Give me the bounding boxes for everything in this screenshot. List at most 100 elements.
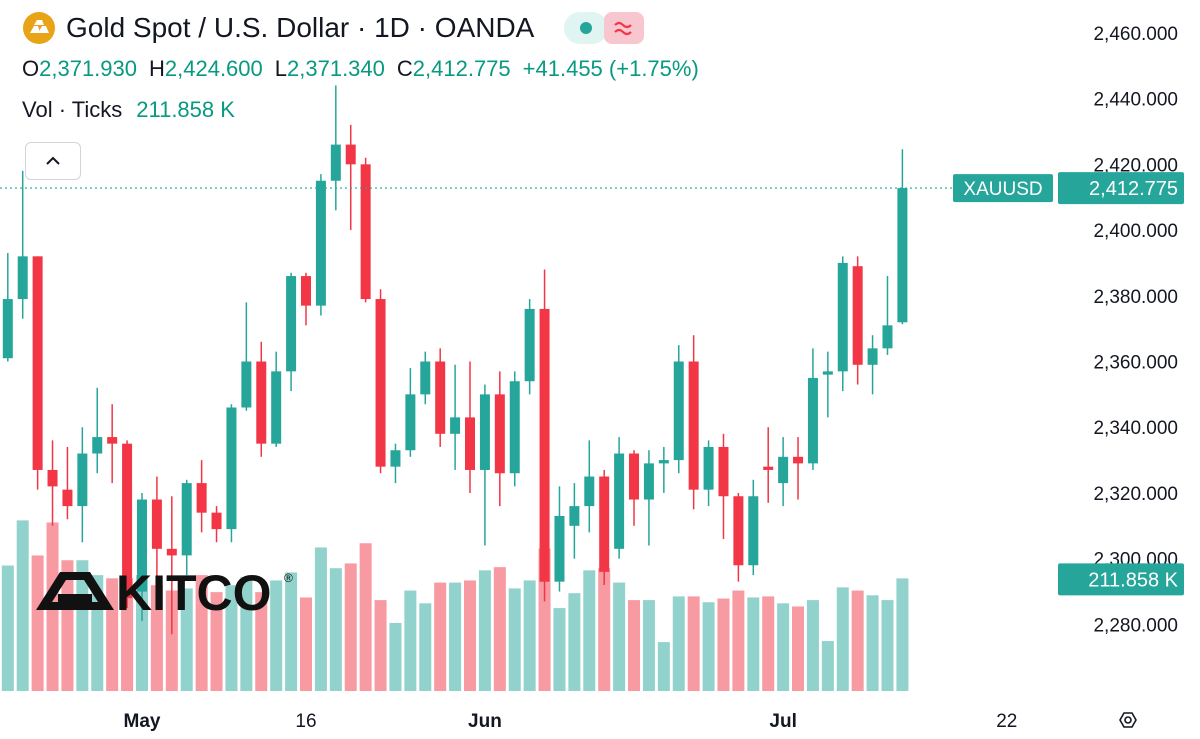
title-row: Gold Spot / U.S. Dollar · 1D · OANDA [22,10,646,46]
y-tick-label: 2,340.000 [1093,418,1178,439]
candle-body [733,496,744,566]
logo-bar [58,594,92,602]
badge-pills[interactable] [564,10,646,46]
candle-body [315,180,326,306]
volume-bar [762,596,775,691]
volume-bar [493,567,506,691]
candle-body [122,443,133,599]
collapse-button[interactable] [25,142,81,180]
change-value: +41.455 (+1.75%) [522,56,699,81]
ohlc-key: O [22,56,40,81]
settings-icon[interactable] [1119,712,1137,728]
ohlc-key: H [149,56,165,81]
candle-body [658,460,669,464]
volume-bar [121,578,134,691]
candle-body [196,483,207,513]
candle-body [807,377,818,464]
volume-bar [404,590,417,691]
volume-bar [419,603,432,691]
x-tick-label: 22 [996,711,1017,732]
candle-body [271,371,282,444]
volume-title: Vol · Ticks [22,97,123,122]
volume-bar [225,585,238,691]
watermark-text: KITCO [116,565,272,621]
candle-body [450,417,461,434]
candle-body [643,463,654,500]
volume-bar [150,585,163,691]
candle-body [301,276,311,306]
ohlc-value: 2,424.600 [164,56,263,81]
candle-body [479,394,490,470]
ohlc-value: 2,371.930 [39,56,137,81]
volume-bar [672,596,685,691]
x-tick-label: Jul [769,711,796,732]
candle-body [763,466,774,470]
volume-bar [389,622,402,691]
candle-body [62,489,73,507]
volume-bar [449,582,462,691]
y-tick-label: 2,460.000 [1093,24,1178,45]
volume-bar [553,608,566,691]
candle-body [778,456,789,484]
candle-body [77,453,88,507]
volume-bar [583,570,596,691]
candle-body [107,437,118,444]
candle-body [465,417,476,470]
candle-body [2,299,13,359]
candle-body [629,453,640,500]
ohlc-value: 2,371.340 [287,56,385,81]
volume-bar [821,641,834,691]
y-tick-label: 2,440.000 [1093,90,1178,111]
chevron-icon [46,156,60,165]
candle-body [718,446,729,497]
volume-bar [135,575,148,691]
candle-body [256,361,267,444]
volume-bar [538,548,551,691]
volume-bar [523,580,536,691]
candle-body [494,394,505,474]
candle-body [375,299,386,467]
candle-body [151,499,162,549]
candle-body [852,266,863,365]
y-tick-label: 2,360.000 [1093,353,1178,374]
volume-bar [374,600,387,691]
candle-body [584,476,595,507]
volume-bar [329,568,342,691]
volume-bar [270,580,283,691]
volume-bar [76,560,89,691]
volume-bar [285,572,298,691]
candle-layer [2,85,908,635]
candle-body [822,371,833,375]
candle-body [32,256,43,470]
volume-bar [31,555,44,691]
volume-bar [642,600,655,691]
candle-body [703,446,714,490]
volume-bar [702,602,715,691]
y-tick-label: 2,400.000 [1093,221,1178,242]
symbol-label: XAUUSD [963,179,1042,200]
x-tick-label: 16 [295,711,316,732]
x-tick-label: Jun [468,711,502,732]
candle-body [166,548,177,556]
volume-bar [628,600,641,691]
candle-body [599,476,610,572]
volume-bar [613,582,626,691]
volume-bar [792,606,805,691]
candle-body [136,499,147,592]
volume-bar [359,543,372,691]
volume-bar [195,575,208,691]
volume-bar [881,600,894,691]
volume-bar [508,588,521,691]
logo-shape [36,572,114,610]
candle-body [92,437,103,454]
ohlc-key: L [274,56,288,81]
volume-row: Vol · Ticks 211.858 K [22,97,247,123]
price-tag-label: 2,412.775 [1089,178,1178,200]
candle-body [435,361,446,434]
candle-body [837,262,848,372]
ohlc-row: O 2,371.930 H 2,424.600 L 2,371.340 C 2,412.775… [22,56,711,82]
candle-body [420,361,431,395]
candle-body [539,308,550,582]
volume-bar [836,587,849,691]
